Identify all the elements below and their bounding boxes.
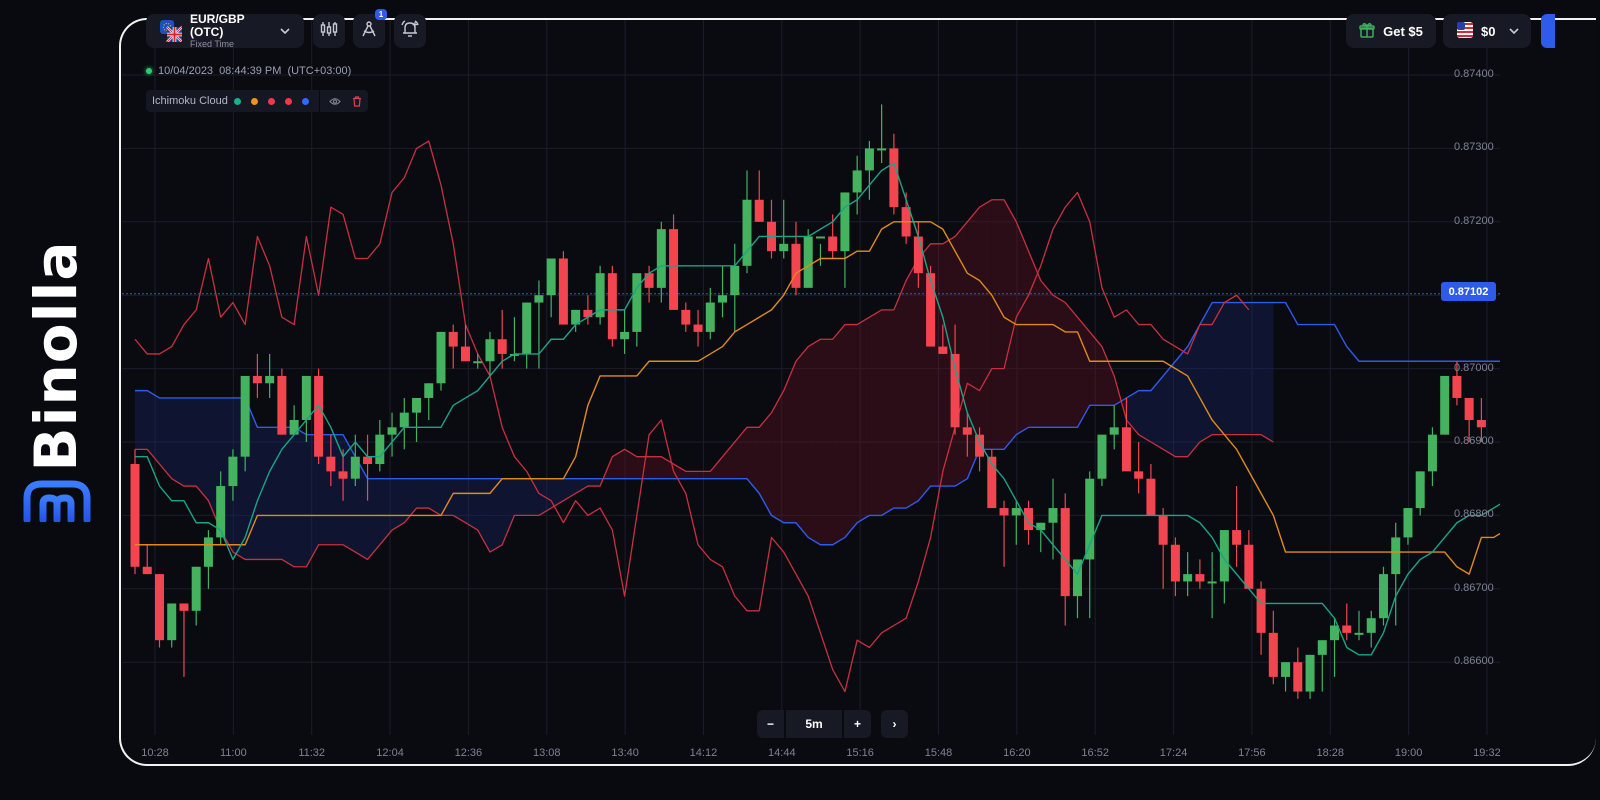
chevron-down-icon [280, 25, 290, 37]
divider [318, 90, 320, 112]
timeframe-increase-button[interactable]: + [844, 710, 871, 738]
brand-sidebar: Binolla [0, 0, 118, 800]
deposit-tab[interactable] [1541, 14, 1555, 48]
time-tick-label: 16:20 [1003, 747, 1031, 759]
timeframe-decrease-button[interactable]: − [757, 710, 784, 738]
price-tick-label: 0.86600 [1454, 655, 1494, 668]
server-timezone: (UTC+03:00) [287, 65, 352, 77]
chikou-color-dot[interactable] [267, 97, 275, 105]
timeframe-controls: − 5m + › [757, 710, 908, 738]
gift-icon [1359, 22, 1375, 41]
scroll-right-button[interactable]: › [881, 710, 908, 738]
price-tick-label: 0.87300 [1454, 141, 1494, 154]
indicator-chip[interactable]: Ichimoku Cloud [146, 90, 368, 112]
time-tick-label: 12:04 [376, 747, 404, 759]
live-indicator-icon [146, 68, 152, 74]
price-alert-button[interactable] [394, 14, 426, 48]
tenkan-color-dot[interactable] [233, 97, 241, 105]
price-tick-label: 0.87400 [1454, 68, 1494, 80]
account-selector[interactable]: $0 [1443, 14, 1531, 48]
time-tick-label: 17:24 [1159, 747, 1188, 759]
time-tick-label: 12:36 [454, 747, 483, 759]
time-tick-label: 19:00 [1394, 747, 1423, 759]
time-tick-label: 14:12 [689, 747, 718, 759]
time-tick-label: 10:28 [141, 747, 169, 759]
time-tick-label: 11:32 [298, 747, 326, 759]
server-date: 10/04/2023 [158, 65, 214, 77]
time-tick-label: 14:44 [768, 747, 796, 759]
eye-icon[interactable] [324, 97, 346, 106]
time-tick-label: 13:40 [611, 747, 639, 759]
price-tick-label: 0.86800 [1454, 508, 1494, 521]
kijun-color-dot[interactable] [250, 97, 258, 105]
server-clock: 08:44:39 PM [219, 65, 282, 77]
span-a-color-dot[interactable] [284, 97, 292, 105]
candlestick-icon [320, 21, 338, 42]
time-tick-label: 13:08 [532, 747, 561, 759]
span-b-color-dot[interactable] [301, 97, 309, 105]
us-flag-icon [1457, 21, 1473, 41]
get-bonus-label: Get $5 [1383, 23, 1423, 39]
current-price-tag: 0.87102 [1441, 282, 1496, 301]
chevron-down-icon [1509, 25, 1519, 37]
time-tick-label: 18:28 [1316, 747, 1345, 759]
time-tick-label: 19:32 [1473, 747, 1501, 759]
price-tick-label: 0.87000 [1454, 361, 1494, 374]
price-tick-label: 0.86900 [1454, 435, 1494, 447]
time-tick-label: 16:52 [1081, 747, 1109, 759]
alarm-add-icon [400, 19, 420, 43]
price-tick-label: 0.87200 [1454, 214, 1494, 227]
drawing-tools-button[interactable]: 1 [353, 9, 387, 48]
compass-icon [360, 20, 378, 43]
time-tick-label: 15:16 [846, 747, 874, 759]
time-tick-label: 17:56 [1238, 747, 1266, 759]
time-tick-label: 15:48 [924, 747, 953, 759]
asset-selector[interactable]: EUR/GBP (OTC) Fixed Time [146, 11, 304, 49]
get-bonus-button[interactable]: Get $5 [1346, 14, 1436, 48]
indicator-name: Ichimoku Cloud [152, 95, 228, 107]
account-balance: $0 [1481, 23, 1496, 39]
server-time: 10/04/2023 08:44:39 PM (UTC+03:00) [146, 65, 351, 77]
trash-icon[interactable] [346, 95, 368, 107]
asset-mode: Fixed Time [190, 38, 235, 49]
tools-count-badge: 1 [375, 9, 387, 20]
eur-gbp-flag-icon [160, 20, 183, 43]
timeframe-value[interactable]: 5m [786, 710, 842, 738]
asset-pair: EUR/GBP (OTC) [190, 11, 245, 39]
binolla-logo-icon [22, 480, 92, 527]
time-tick-label: 11:00 [219, 747, 247, 759]
price-tick-label: 0.86700 [1454, 581, 1494, 594]
chart-type-button[interactable] [313, 14, 345, 48]
